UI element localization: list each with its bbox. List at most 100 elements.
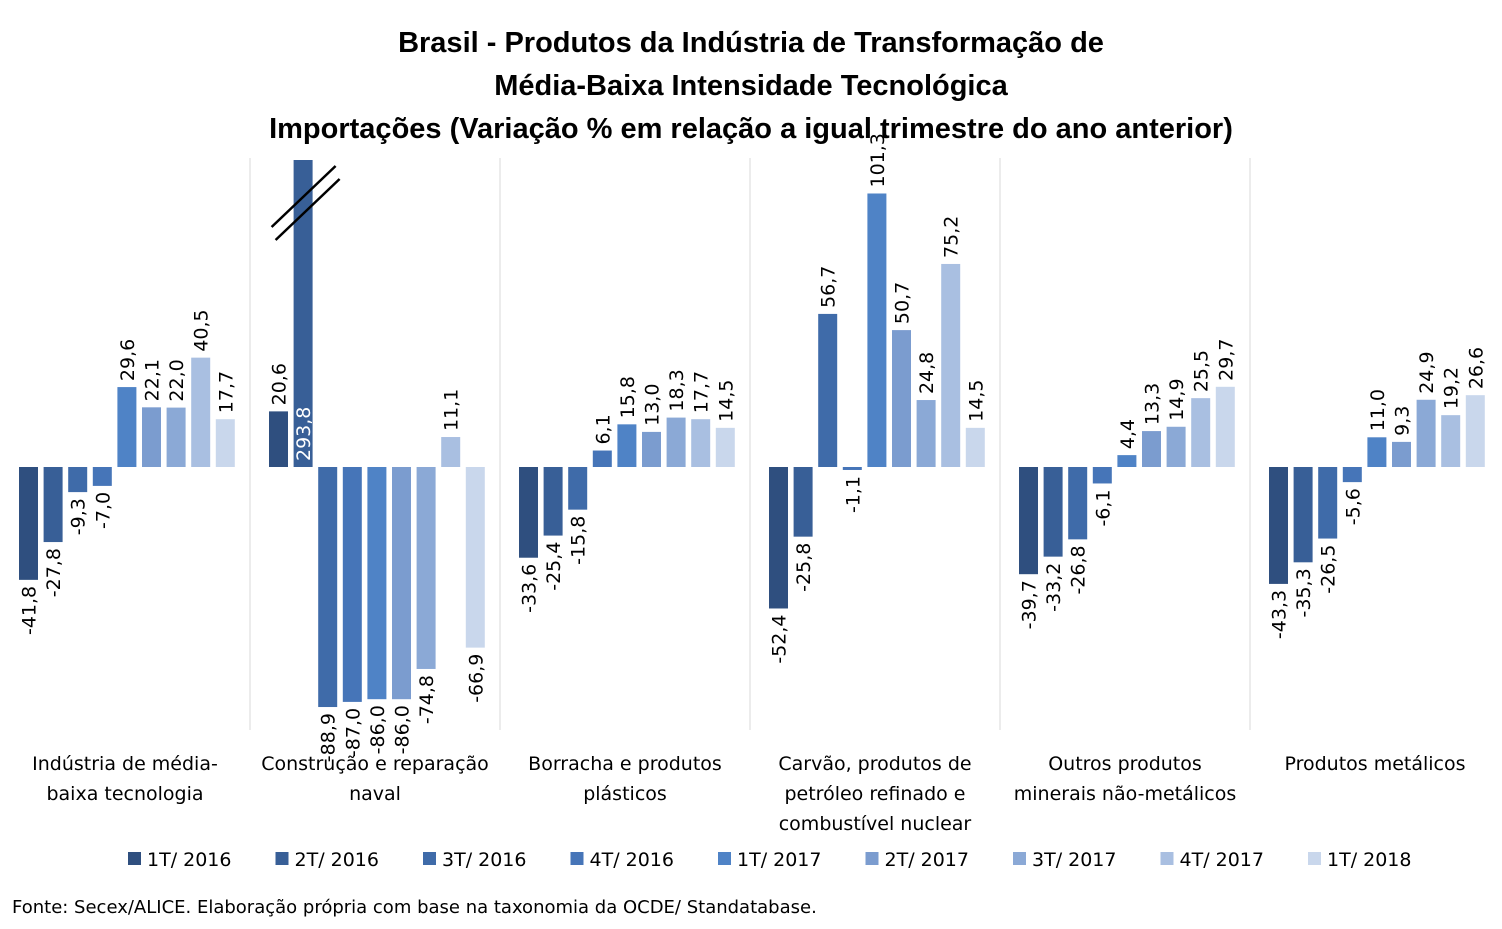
bar-1-6 [1269,467,1288,584]
bar-6-4 [892,330,911,467]
legend-label-5: 1T/ 2017 [737,849,822,871]
bar-8-1 [191,357,211,467]
category-label-2: naval [349,783,401,805]
bar-1-1 [19,467,38,580]
category-label-4: combustível nuclear [779,813,972,835]
data-label-8-6: 19,2 [1441,367,1463,409]
bar-2-3 [543,467,563,536]
legend-label-1: 1T/ 2016 [147,849,232,871]
data-label-8-4: 75,2 [941,216,963,258]
data-label-1-1: -41,8 [19,586,41,635]
data-label-7-5: 14,9 [1166,378,1188,420]
title-line-1: Brasil - Produtos da Indústria de Transf… [398,27,1104,59]
data-label-4-2: -87,0 [342,708,364,757]
data-label-6-2: -86,0 [392,705,414,754]
bar-8-4 [941,263,961,467]
data-label-4-4: -1,1 [842,476,864,513]
legend-label-8: 4T/ 2017 [1180,849,1265,871]
bar-2-6 [1293,467,1313,563]
bar-5-6 [1367,437,1387,467]
bar-6-5 [1142,431,1161,467]
legend-swatch-7 [1013,852,1026,865]
bar-7-1 [166,407,186,467]
chart-title: Brasil - Produtos da Indústria de Transf… [269,27,1233,145]
legend-swatch-8 [1160,852,1174,865]
data-label-4-3: 6,1 [592,414,614,444]
category-label-4: petróleo refinado e [784,783,965,805]
category-label-4: Carvão, produtos de [778,753,971,775]
data-label-9-3: 14,5 [715,380,737,422]
bar-7-2 [416,467,436,669]
bar-5-2 [367,467,387,700]
data-label-3-5: -26,8 [1068,545,1090,594]
legend-swatch-6 [865,852,879,865]
bar-5-3 [617,424,637,467]
data-label-3-6: -26,5 [1318,545,1340,594]
bar-2-1 [43,467,63,543]
legend-label-9: 1T/ 2018 [1327,849,1412,871]
data-label-5-2: -86,0 [367,705,389,754]
data-label-7-6: 24,9 [1416,351,1438,393]
legend-label-3: 3T/ 2016 [442,849,527,871]
bar-1-4 [769,467,788,609]
category-labels: Indústria de média-baixa tecnologia Const… [32,753,1465,835]
data-label-4-6: -5,6 [1342,488,1364,525]
bar-4-5 [1092,467,1112,484]
bar-4-3 [592,450,612,467]
legend-swatch-1 [128,852,141,865]
category-label-6: Produtos metálicos [1284,753,1465,775]
bar-5-4 [867,193,887,468]
category-label-5: minerais não-metálicos [1014,783,1237,805]
bar-6-2 [392,467,411,700]
data-label-4-5: -6,1 [1092,489,1114,526]
legend: 1T/ 2016 2T/ 2016 3T/ 2016 4T/ 2016 1T/ 2017… [128,849,1412,871]
bar-6-6 [1392,441,1411,467]
data-label-5-5: 4,4 [1117,419,1139,449]
data-label-1-3: -33,6 [519,564,541,613]
legend-label-4: 4T/ 2016 [590,849,675,871]
data-label-5-4: 101,3 [867,133,889,187]
bar-6-1 [142,407,161,467]
bar-9-2 [465,467,485,648]
bar-8-6 [1441,415,1461,467]
data-label-8-3: 17,7 [691,371,713,413]
data-label-2-5: -33,2 [1043,563,1065,612]
bar-9-1 [215,419,235,467]
bar-1-3 [519,467,538,558]
data-label-1-4: -52,4 [769,614,791,663]
category-label-3: Borracha e produtos [528,753,722,775]
data-label-6-1: 22,1 [142,359,164,401]
data-label-5-1: 29,6 [117,339,139,381]
legend-label-7: 3T/ 2017 [1032,849,1117,871]
legend-swatch-2 [275,852,289,865]
legend-swatch-5 [718,852,731,865]
category-label-2: Construção e reparação [261,753,489,775]
data-label-5-3: 15,8 [617,376,639,418]
bar-7-4 [916,400,936,467]
bar-4-4 [842,467,862,470]
bar-3-6 [1318,467,1338,539]
category-label-1: Indústria de média- [32,753,218,775]
bar-8-2 [441,437,461,467]
data-label-3-4: 56,7 [818,266,840,308]
data-label-9-5: 29,7 [1215,338,1237,380]
bar-3-2 [318,467,338,708]
bar-9-4 [965,427,985,467]
data-label-7-3: 18,3 [666,369,688,411]
axis-break-mark [270,165,337,228]
legend-swatch-9 [1308,852,1321,865]
bar-8-5 [1191,398,1211,467]
legend-swatch-3 [423,852,436,865]
bar-7-6 [1416,399,1436,467]
data-label-2-4: -25,8 [793,543,815,592]
bar-6-3 [642,431,661,467]
data-label-2-3: -25,4 [543,542,565,591]
bar-7-3 [666,417,686,467]
bar-8-3 [691,419,711,467]
data-label-6-3: 13,0 [642,384,664,426]
data-label-1-5: -39,7 [1019,580,1041,629]
bar-4-1 [92,467,112,486]
bar-5-1 [117,387,137,467]
data-label-8-5: 25,5 [1191,350,1213,392]
